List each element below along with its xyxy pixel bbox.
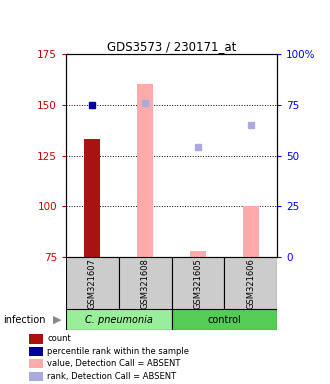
Bar (66, 257, 119, 309)
Text: GSM321606: GSM321606 (246, 258, 255, 309)
Bar (29, 347, 43, 356)
Text: GSM321608: GSM321608 (141, 258, 150, 309)
Bar (224, 257, 277, 309)
Text: control: control (208, 314, 241, 325)
Bar (172, 309, 277, 330)
Bar (243, 207, 259, 257)
Bar (172, 257, 224, 309)
Title: GDS3573 / 230171_at: GDS3573 / 230171_at (107, 40, 236, 53)
Text: GSM321605: GSM321605 (193, 258, 203, 309)
Text: C. pneumonia: C. pneumonia (85, 314, 153, 325)
Bar (84, 139, 100, 257)
Bar (119, 257, 172, 309)
Bar (29, 372, 43, 381)
Text: infection: infection (3, 315, 46, 325)
Text: count: count (47, 334, 71, 343)
Bar (137, 84, 153, 257)
Bar (190, 251, 206, 257)
Bar (66, 309, 172, 330)
Text: percentile rank within the sample: percentile rank within the sample (47, 347, 189, 356)
Text: GSM321607: GSM321607 (88, 258, 97, 309)
Text: value, Detection Call = ABSENT: value, Detection Call = ABSENT (47, 359, 181, 368)
Bar (29, 334, 43, 344)
Text: ▶: ▶ (52, 315, 61, 325)
Text: rank, Detection Call = ABSENT: rank, Detection Call = ABSENT (47, 372, 176, 381)
Bar (29, 359, 43, 369)
